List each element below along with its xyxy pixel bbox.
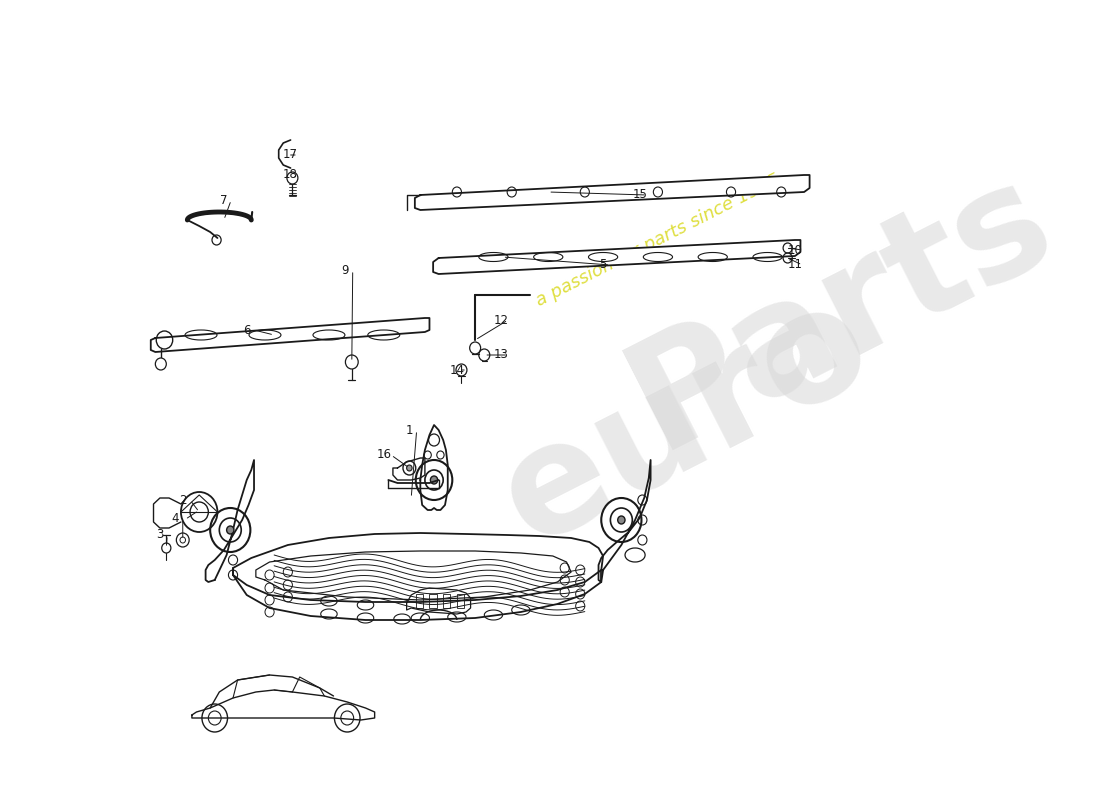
Text: 1: 1 <box>406 423 414 437</box>
Polygon shape <box>420 425 448 510</box>
Text: 10: 10 <box>788 243 802 257</box>
Text: 6: 6 <box>243 323 251 337</box>
Text: 18: 18 <box>283 169 298 182</box>
Polygon shape <box>407 588 471 614</box>
Circle shape <box>407 465 412 471</box>
Circle shape <box>430 476 438 484</box>
Text: 17: 17 <box>283 149 298 162</box>
Text: 9: 9 <box>342 263 349 277</box>
Text: 16: 16 <box>376 449 392 462</box>
Circle shape <box>227 526 234 534</box>
Text: 4: 4 <box>172 511 179 525</box>
Text: Parts: Parts <box>606 142 1075 478</box>
Circle shape <box>618 516 625 524</box>
Polygon shape <box>233 533 603 602</box>
Text: euro: euro <box>476 265 894 575</box>
Polygon shape <box>393 458 425 480</box>
Text: 13: 13 <box>493 349 508 362</box>
Polygon shape <box>206 460 254 582</box>
Text: 3: 3 <box>156 529 164 542</box>
Text: 15: 15 <box>632 189 647 202</box>
Polygon shape <box>598 460 650 582</box>
Text: 12: 12 <box>493 314 508 326</box>
Polygon shape <box>433 240 801 274</box>
Text: 5: 5 <box>600 258 607 271</box>
Polygon shape <box>151 318 429 352</box>
Text: 11: 11 <box>788 258 803 271</box>
Text: a passion for parts since 1985: a passion for parts since 1985 <box>532 170 783 310</box>
Text: 2: 2 <box>179 494 187 506</box>
Text: 14: 14 <box>450 363 464 377</box>
Text: 7: 7 <box>220 194 228 206</box>
Polygon shape <box>415 175 810 210</box>
Circle shape <box>155 358 166 370</box>
